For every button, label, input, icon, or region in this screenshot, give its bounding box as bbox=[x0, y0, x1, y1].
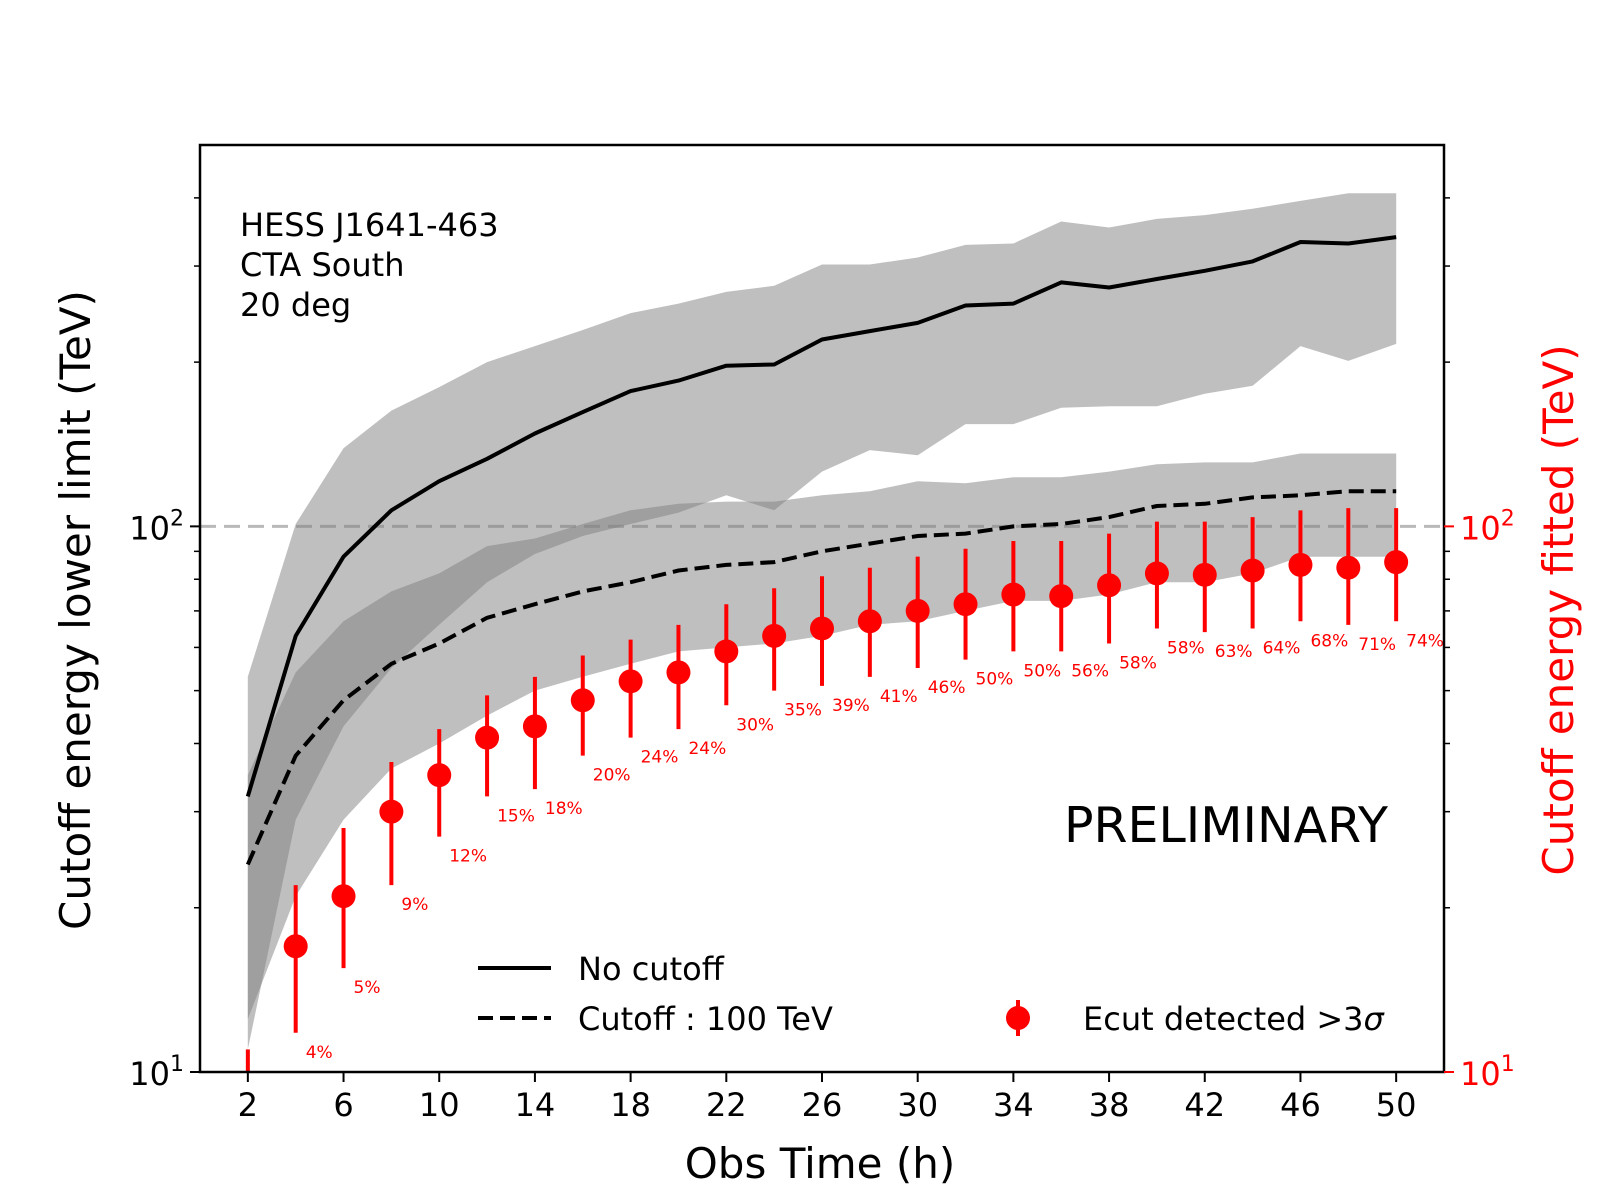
x-tick-label: 38 bbox=[1089, 1086, 1130, 1124]
x-tick-label: 34 bbox=[993, 1086, 1034, 1124]
data-point bbox=[1336, 555, 1361, 580]
band-no-cutoff bbox=[247, 193, 1397, 1050]
uncertainty-bands bbox=[247, 193, 1397, 1050]
legend-entry-no-cutoff: No cutoff bbox=[578, 950, 725, 988]
data-point bbox=[283, 934, 308, 959]
data-point bbox=[1384, 550, 1409, 575]
y-tick-label-right: 102 bbox=[1460, 506, 1515, 547]
data-point bbox=[1097, 573, 1122, 598]
data-point bbox=[1001, 582, 1026, 607]
data-point bbox=[1049, 584, 1074, 609]
data-label: 68% bbox=[1310, 631, 1348, 651]
band-cutoff-100 bbox=[247, 453, 1397, 1020]
data-label: 64% bbox=[1263, 638, 1301, 658]
data-label: 18% bbox=[545, 799, 583, 819]
y-axis-right-label: Cutoff energy fitted (TeV) bbox=[1534, 344, 1583, 875]
data-point bbox=[666, 660, 691, 685]
data-label: 30% bbox=[736, 715, 774, 735]
y-axis-label: Cutoff energy lower limit (TeV) bbox=[51, 290, 100, 930]
y-tick-exponent: 1 bbox=[1501, 1052, 1515, 1077]
x-tick-label: 46 bbox=[1280, 1086, 1321, 1124]
x-tick-label: 18 bbox=[610, 1086, 651, 1124]
data-label: 5% bbox=[354, 978, 381, 998]
data-label: 24% bbox=[688, 739, 726, 759]
data-point bbox=[762, 623, 787, 648]
series-line-cutoff-100 bbox=[245, 489, 1397, 866]
annotation-line-1: HESS J1641-463 bbox=[240, 206, 499, 244]
data-label: 9% bbox=[401, 895, 428, 915]
data-point bbox=[570, 688, 595, 713]
y-tick-exponent: 2 bbox=[1501, 506, 1515, 531]
data-label: 4% bbox=[306, 1043, 333, 1063]
legend-entry-cutoff-100: Cutoff : 100 TeV bbox=[578, 1000, 833, 1038]
x-tick-label: 30 bbox=[897, 1086, 938, 1124]
x-tick-label: 50 bbox=[1376, 1086, 1417, 1124]
legend-ecut-text: Ecut detected >3 bbox=[1083, 1000, 1364, 1038]
x-tick-label: 42 bbox=[1184, 1086, 1225, 1124]
data-point bbox=[475, 725, 500, 750]
legend-ecut-sigma: σ bbox=[1364, 1000, 1386, 1038]
data-point bbox=[618, 669, 643, 694]
data-label: 63% bbox=[1215, 642, 1253, 662]
data-label: 12% bbox=[449, 847, 487, 867]
data-label: 15% bbox=[497, 806, 535, 826]
x-tick-label: 10 bbox=[419, 1086, 460, 1124]
data-point bbox=[331, 884, 356, 909]
series-lines bbox=[245, 235, 1397, 866]
data-label: 46% bbox=[928, 678, 966, 698]
legend-entry-ecut-detected: Ecut detected >3σ bbox=[1083, 1000, 1386, 1038]
data-label: 56% bbox=[1071, 661, 1109, 681]
data-point bbox=[953, 592, 978, 617]
data-point bbox=[427, 763, 452, 788]
x-tick-label: 2 bbox=[238, 1086, 258, 1124]
legend: No cutoff Cutoff : 100 TeV Ecut detected… bbox=[478, 950, 1386, 1038]
data-point bbox=[379, 799, 404, 824]
data-label: 20% bbox=[593, 766, 631, 786]
data-label: 39% bbox=[832, 696, 870, 716]
data-point bbox=[905, 598, 930, 623]
data-label: 35% bbox=[784, 701, 822, 721]
x-axis-label: Obs Time (h) bbox=[685, 1139, 955, 1188]
data-point bbox=[522, 714, 547, 739]
annotation-line-2: CTA South bbox=[240, 246, 404, 284]
y-tick-exponent: 1 bbox=[170, 1052, 184, 1077]
data-label: 58% bbox=[1167, 638, 1205, 658]
data-label: 74% bbox=[1406, 631, 1444, 651]
data-point bbox=[1288, 552, 1313, 577]
data-label: 41% bbox=[880, 687, 918, 707]
series-line-no-cutoff bbox=[245, 235, 1397, 797]
data-label: 71% bbox=[1358, 635, 1396, 655]
x-tick-label: 26 bbox=[802, 1086, 843, 1124]
data-label: 24% bbox=[641, 748, 679, 768]
x-tick-label: 6 bbox=[333, 1086, 353, 1124]
data-point bbox=[714, 639, 739, 664]
x-tick-label: 22 bbox=[706, 1086, 747, 1124]
data-label: 50% bbox=[976, 670, 1014, 690]
detection-points: 4% 5% 9% 12% 15% 18% 20% 24% 24% 30% 35% 39% 41% 46% 5… bbox=[245, 508, 1444, 1072]
x-tick-label: 14 bbox=[515, 1086, 556, 1124]
y-tick-exponent: 2 bbox=[170, 506, 184, 531]
annotation-line-3: 20 deg bbox=[240, 286, 351, 324]
legend-marker-sample bbox=[1006, 1006, 1030, 1030]
data-point bbox=[810, 616, 834, 641]
data-label: 58% bbox=[1119, 654, 1157, 674]
data-label: 50% bbox=[1023, 661, 1061, 681]
data-point bbox=[1144, 561, 1169, 586]
data-point bbox=[1240, 558, 1265, 583]
data-point bbox=[857, 609, 882, 634]
watermark: PRELIMINARY bbox=[1064, 797, 1389, 854]
data-point bbox=[1192, 562, 1217, 587]
